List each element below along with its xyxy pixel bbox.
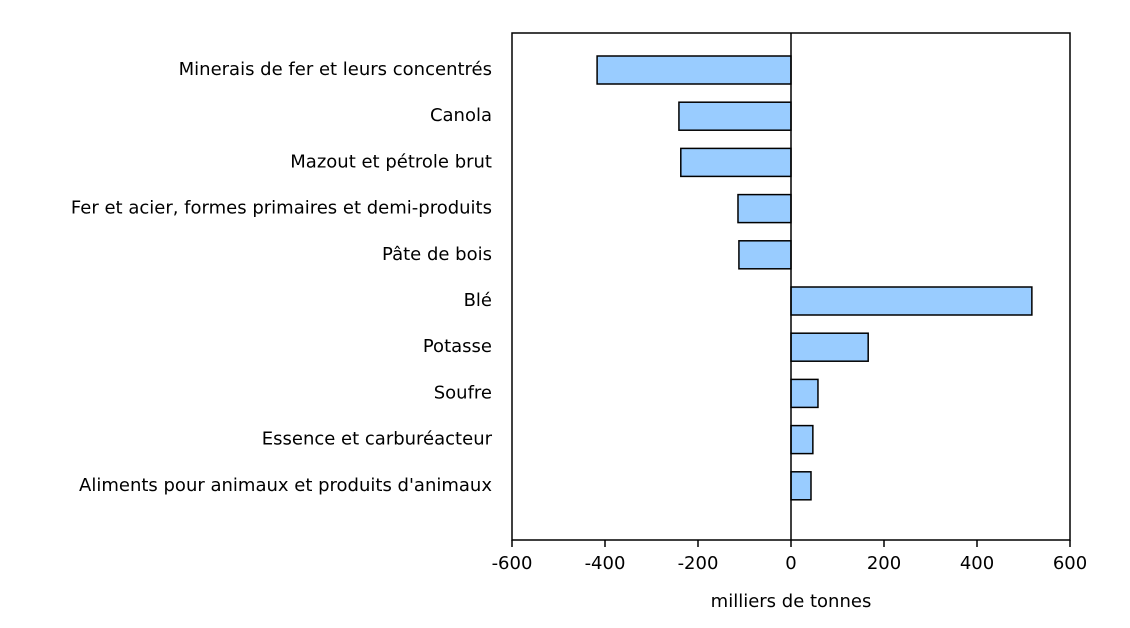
y-tick-label: Canola <box>430 105 492 126</box>
y-tick-label: Aliments pour animaux et produits d'anim… <box>79 475 492 496</box>
x-tick-label: -200 <box>678 553 719 574</box>
bar <box>790 286 1033 316</box>
y-tick-label: Pâte de bois <box>382 244 492 265</box>
bar <box>737 193 792 224</box>
x-axis-label: milliers de tonnes <box>711 591 872 612</box>
y-tick-label: Blé <box>464 290 492 311</box>
bar <box>680 147 792 178</box>
y-tick-label: Soufre <box>434 382 492 403</box>
bar <box>790 471 812 501</box>
bar <box>678 101 792 131</box>
bar <box>738 240 792 270</box>
bar <box>790 378 819 409</box>
y-tick-label: Minerais de fer et leurs concentrés <box>179 59 492 80</box>
y-tick-label: Fer et acier, formes primaires et demi-p… <box>71 198 492 219</box>
y-tick-label: Mazout et pétrole brut <box>290 151 492 172</box>
x-tick-label: 600 <box>1053 553 1087 574</box>
x-tick-label: 200 <box>867 553 901 574</box>
bar <box>790 424 814 455</box>
bar <box>596 55 792 85</box>
x-tick-label: -400 <box>585 553 626 574</box>
x-tick-label: 0 <box>785 553 796 574</box>
x-tick-label: 400 <box>960 553 994 574</box>
bar <box>790 332 869 362</box>
y-tick-label: Essence et carburéacteur <box>262 429 493 450</box>
y-tick-label: Potasse <box>423 336 492 357</box>
x-tick-label: -600 <box>492 553 533 574</box>
